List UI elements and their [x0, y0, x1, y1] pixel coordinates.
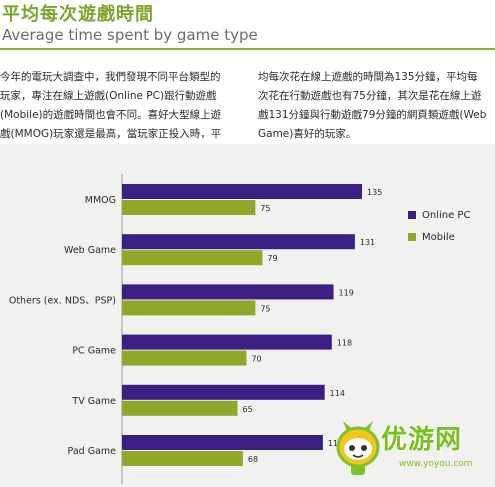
header-divider [0, 48, 495, 50]
category-label: Others (ex. NDS、PSP) [9, 295, 116, 306]
data-label: 114 [330, 389, 345, 398]
body-text-left: 今年的電玩大調查中，我們發現不同平台類型的 玩家，專注在線上遊戲(Online … [0, 71, 222, 140]
category-label: Pad Game [68, 446, 117, 457]
data-label: 65 [243, 405, 253, 414]
body-text-right: 均每次花在線上遊戲的時間為135分鐘，平均每 次花在行動遊戲也有75分鐘，其次是… [258, 71, 487, 140]
category-label: PC Game [72, 346, 116, 357]
page-title: 平均每次遊戲時間 [2, 4, 154, 25]
bar-online-pc [122, 435, 323, 450]
legend-swatch-online-pc [408, 211, 416, 219]
watermark-brand: 优游网 [381, 425, 463, 455]
legend-item-online-pc: Online PC [408, 208, 470, 222]
bar-online-pc [122, 184, 362, 199]
legend-item-mobile: Mobile [408, 230, 470, 244]
chart-legend: Online PC Mobile [408, 208, 470, 252]
category-label: MMOG [85, 195, 116, 206]
bar-mobile [122, 200, 256, 215]
data-label: 113 [328, 439, 343, 448]
data-label: 75 [260, 304, 270, 313]
bar-online-pc [122, 384, 325, 400]
category-label: Web Game [64, 245, 116, 256]
watermark-url: www.yoyou.com [399, 459, 473, 469]
mascot-icon [336, 421, 380, 475]
data-label: 131 [360, 238, 375, 247]
bar-mobile [122, 300, 256, 316]
legend-label-mobile: Mobile [422, 231, 455, 243]
bar-online-pc [122, 334, 332, 350]
legend-swatch-mobile [408, 233, 416, 241]
data-label: 119 [339, 288, 354, 297]
bar-mobile [122, 250, 263, 266]
bar-mobile [122, 400, 238, 416]
data-label: 75 [260, 204, 270, 213]
bar-online-pc [122, 284, 334, 300]
watermark: 优游网 www.yoyou.com [333, 413, 493, 483]
legend-label-online-pc: Online PC [422, 209, 471, 221]
data-label: 118 [337, 339, 352, 348]
category-label: TV Game [71, 396, 116, 407]
page-subtitle: Average time spent by game type [2, 26, 258, 44]
bar-chart: MMOG 135 75 Web Game 131 79 Others (ex. NDS、PS… [9, 174, 382, 484]
bar-mobile [122, 451, 243, 466]
bar-mobile [122, 350, 247, 366]
data-label: 68 [248, 455, 258, 464]
data-label: 70 [251, 355, 261, 364]
data-label: 79 [267, 254, 277, 263]
data-label: 135 [367, 188, 382, 197]
bar-online-pc [122, 234, 355, 250]
